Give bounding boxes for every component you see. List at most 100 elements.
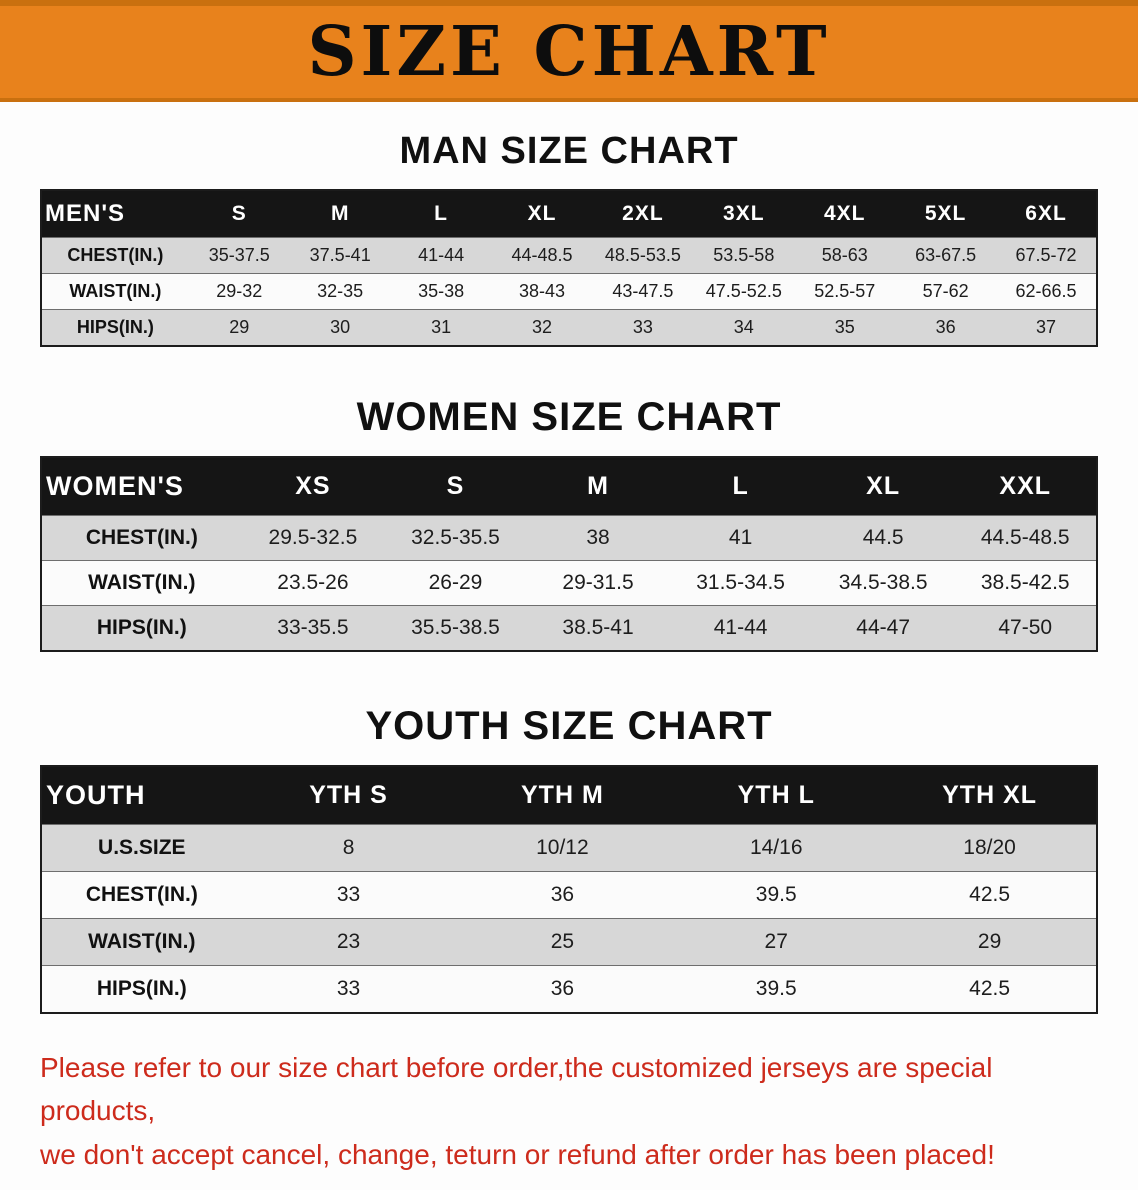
value-cell: 14/16 (749, 836, 803, 859)
value-cell: 33 (336, 977, 361, 1000)
value-cell: 36 (550, 977, 575, 1000)
value-cell: 30 (330, 317, 351, 337)
value-cell: 67.5-72 (1015, 245, 1077, 265)
value-cell: 38-43 (518, 281, 566, 301)
size-header-cell: XL (866, 472, 901, 500)
value-cell: 26-29 (428, 571, 483, 594)
value-cell: 44-47 (856, 616, 911, 639)
value-cell: 41 (728, 526, 753, 549)
measurement-row: CHEST(IN.) 33 36 39.5 42.5 (41, 871, 1097, 919)
value-cell: 23 (336, 930, 361, 953)
value-cell: 43-47.5 (612, 281, 674, 301)
header-row: WOMEN'S XS S M L XL XXL (41, 457, 1097, 516)
value-cell: 44.5 (862, 526, 904, 549)
value-cell: 33 (336, 883, 361, 906)
row-label-cell: HIPS(IN.) (96, 977, 187, 1000)
measurement-row: HIPS(IN.) 29 30 31 32 33 34 35 36 37 (41, 309, 1097, 346)
value-cell: 41-44 (418, 245, 465, 265)
value-cell: 32 (531, 317, 553, 337)
value-cell: 23.5-26 (277, 571, 349, 594)
men-section-heading: MAN SIZE CHART (399, 130, 739, 172)
row-label-cell: HIPS(IN.) (76, 317, 154, 337)
value-cell: 25 (550, 930, 575, 953)
value-cell: 32-35 (317, 281, 364, 301)
value-cell: 27 (764, 930, 788, 953)
women-size-table: WOMEN'S XS S M L XL XXL CHEST(IN.) 29.5-32.5 32.5… (0, 456, 1138, 652)
value-cell: 38.5-42.5 (980, 571, 1070, 594)
header-row: YOUTH YTH S YTH M YTH L YTH XL (41, 766, 1097, 825)
value-cell: 34 (733, 317, 754, 337)
men-size-table: MEN'S S M L XL 2XL 3XL 4XL 5XL 6XL CHEST(IN.) 35-37… (0, 189, 1138, 347)
value-cell: 39.5 (755, 883, 797, 906)
disclaimer-line-1: Please refer to our size chart before or… (40, 1052, 993, 1127)
value-cell: 47-50 (998, 616, 1053, 639)
size-header-cell: 5XL (924, 202, 967, 225)
header-row: MEN'S S M L XL 2XL 3XL 4XL 5XL 6XL (41, 190, 1097, 238)
value-cell: 29-32 (216, 281, 263, 301)
size-header-cell: YTH S (309, 781, 388, 809)
size-header-cell: M (587, 472, 609, 500)
row-label-cell: U.S.SIZE (98, 836, 186, 859)
value-cell: 35.5-38.5 (411, 616, 500, 639)
measurement-row: CHEST(IN.) 29.5-32.5 32.5-35.5 38 41 44.5 44.5… (41, 515, 1097, 561)
measurement-row: HIPS(IN.) 33-35.5 35.5-38.5 38.5-41 41-44 44-… (41, 605, 1097, 651)
size-header-cell: XS (295, 472, 331, 500)
value-cell: 41-44 (713, 616, 768, 639)
row-label-cell: WAIST(IN.) (88, 571, 196, 594)
value-cell: 35 (834, 317, 855, 337)
women-section-heading: WOMEN SIZE CHART (356, 395, 782, 439)
value-cell: 36 (935, 317, 956, 337)
value-cell: 53.5-58 (713, 245, 775, 265)
value-cell: 35-38 (418, 281, 465, 301)
value-cell: 10/12 (536, 836, 589, 859)
size-header-cell: 2XL (622, 202, 664, 225)
value-cell: 39.5 (755, 977, 797, 1000)
disclaimer: Please refer to our size chart before or… (0, 1046, 1138, 1176)
size-header-cell: M (330, 202, 350, 225)
value-cell: 58-63 (821, 245, 868, 265)
value-cell: 29.5-32.5 (268, 526, 358, 549)
size-header-cell: XL (527, 202, 557, 225)
size-table: MEN'S S M L XL 2XL 3XL 4XL 5XL 6XL CHEST(IN.) 35-37… (40, 189, 1098, 347)
row-label-cell: CHEST(IN.) (67, 245, 164, 265)
size-header-cell: 3XL (723, 202, 765, 225)
value-cell: 38.5-41 (562, 616, 634, 639)
size-header-cell: YTH XL (942, 781, 1038, 809)
value-cell: 33 (632, 317, 653, 337)
value-cell: 18/20 (963, 836, 1016, 859)
value-cell: 29 (977, 930, 1002, 953)
size-header-cell: S (446, 472, 465, 500)
youth-size-table: YOUTH YTH S YTH M YTH L YTH XL U.S.SIZE 8 10/12… (0, 765, 1138, 1014)
value-cell: 32.5-35.5 (411, 526, 500, 549)
size-table: WOMEN'S XS S M L XL XXL CHEST(IN.) 29.5-32.5 32.5… (40, 456, 1098, 652)
value-cell: 38 (586, 526, 610, 549)
size-header-cell: YTH M (521, 781, 604, 809)
value-cell: 37.5-41 (309, 245, 371, 265)
value-cell: 47.5-52.5 (705, 281, 782, 301)
value-cell: 29 (229, 317, 250, 337)
measurement-row: HIPS(IN.) 33 36 39.5 42.5 (41, 965, 1097, 1013)
value-cell: 29-31.5 (562, 571, 634, 594)
banner: SIZE CHART (0, 0, 1138, 102)
size-header-cell: XXL (999, 472, 1052, 500)
measurement-row: U.S.SIZE 8 10/12 14/16 18/20 (41, 824, 1097, 872)
size-header-cell: 4XL (823, 202, 866, 225)
value-cell: 57-62 (922, 281, 969, 301)
size-header-cell: YTH L (737, 781, 815, 809)
table-title-cell: WOMEN'S (46, 471, 184, 501)
size-header-cell: L (434, 202, 448, 225)
banner-title: SIZE CHART (307, 12, 831, 92)
youth-section-heading: YOUTH SIZE CHART (365, 704, 773, 748)
size-header-cell: S (231, 202, 247, 225)
value-cell: 48.5-53.5 (604, 245, 681, 265)
value-cell: 35-37.5 (208, 245, 270, 265)
measurement-row: WAIST(IN.) 23 25 27 29 (41, 918, 1097, 966)
row-label-cell: HIPS(IN.) (96, 616, 187, 639)
value-cell: 33-35.5 (277, 616, 349, 639)
value-cell: 42.5 (969, 977, 1011, 1000)
value-cell: 31 (431, 317, 452, 337)
row-label-cell: CHEST(IN.) (85, 526, 198, 549)
row-label-cell: WAIST(IN.) (88, 930, 196, 953)
value-cell: 31.5-34.5 (696, 571, 785, 594)
